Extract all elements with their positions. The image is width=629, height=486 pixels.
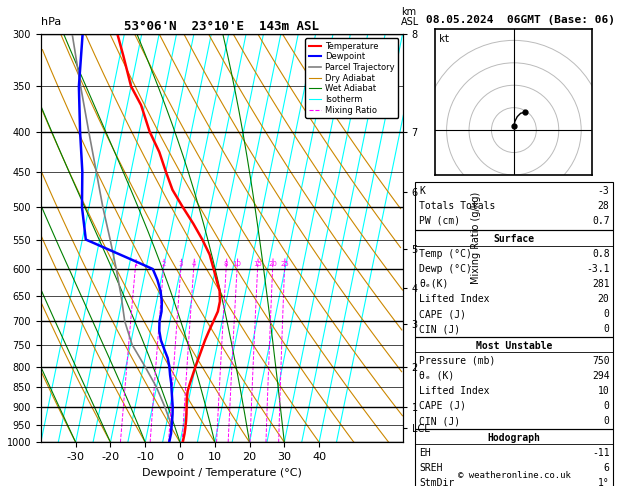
Text: -3.1: -3.1 [586,264,610,274]
Text: 10: 10 [233,261,242,267]
Text: PW (cm): PW (cm) [419,216,460,226]
Text: 15: 15 [253,261,262,267]
Text: CIN (J): CIN (J) [419,324,460,334]
Text: 3: 3 [179,261,183,267]
Text: Surface: Surface [494,234,535,244]
Text: 0: 0 [604,324,610,334]
Text: θₑ(K): θₑ(K) [419,279,448,289]
Text: 1: 1 [133,261,138,267]
Text: 20: 20 [598,294,610,304]
Title: 53°06'N  23°10'E  143m ASL: 53°06'N 23°10'E 143m ASL [124,20,320,33]
Text: km
ASL: km ASL [401,7,419,27]
Text: StmDir: StmDir [419,478,454,486]
Text: SREH: SREH [419,463,442,473]
Text: 1°: 1° [598,478,610,486]
Text: θₑ (K): θₑ (K) [419,371,454,381]
Text: 0.7: 0.7 [592,216,610,226]
Text: 20: 20 [268,261,277,267]
Text: kt: kt [438,34,450,44]
Text: 10: 10 [598,386,610,396]
Legend: Temperature, Dewpoint, Parcel Trajectory, Dry Adiabat, Wet Adiabat, Isotherm, Mi: Temperature, Dewpoint, Parcel Trajectory… [306,38,398,118]
Text: 0: 0 [604,416,610,426]
Text: 281: 281 [592,279,610,289]
Text: CIN (J): CIN (J) [419,416,460,426]
Text: Totals Totals: Totals Totals [419,201,495,210]
Text: 294: 294 [592,371,610,381]
Text: 8: 8 [224,261,228,267]
Text: Temp (°C): Temp (°C) [419,249,472,259]
Text: 750: 750 [592,356,610,366]
Text: 2: 2 [161,261,165,267]
Text: Lifted Index: Lifted Index [419,386,489,396]
X-axis label: Dewpoint / Temperature (°C): Dewpoint / Temperature (°C) [142,468,302,478]
Text: Lifted Index: Lifted Index [419,294,489,304]
Text: Pressure (mb): Pressure (mb) [419,356,495,366]
Text: -3: -3 [598,186,610,195]
Text: 28: 28 [598,201,610,210]
Text: 4: 4 [191,261,196,267]
Text: EH: EH [419,448,431,458]
Text: K: K [419,186,425,195]
Text: 6: 6 [604,463,610,473]
Text: -11: -11 [592,448,610,458]
Text: 0: 0 [604,309,610,319]
Text: © weatheronline.co.uk: © weatheronline.co.uk [458,471,571,480]
Text: CAPE (J): CAPE (J) [419,309,466,319]
Y-axis label: hPa: hPa [0,228,1,248]
Text: Hodograph: Hodograph [487,433,541,443]
Text: 25: 25 [280,261,289,267]
Text: 0.8: 0.8 [592,249,610,259]
Text: hPa: hPa [41,17,61,27]
Text: 0: 0 [604,401,610,411]
Y-axis label: Mixing Ratio (g/kg): Mixing Ratio (g/kg) [471,192,481,284]
Text: CAPE (J): CAPE (J) [419,401,466,411]
Text: 08.05.2024  06GMT (Base: 06): 08.05.2024 06GMT (Base: 06) [426,15,615,25]
Text: Most Unstable: Most Unstable [476,341,552,351]
Text: Dewp (°C): Dewp (°C) [419,264,472,274]
